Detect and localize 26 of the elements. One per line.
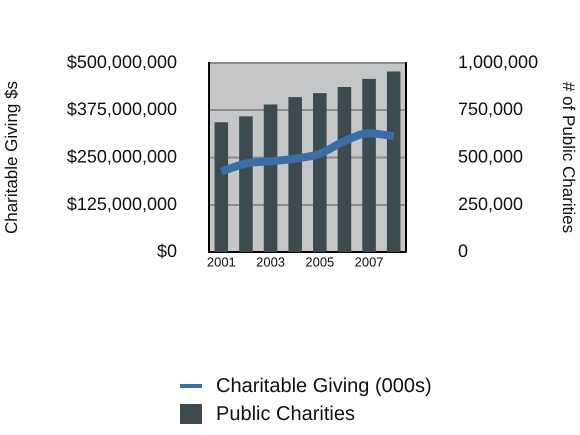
x-tick-label: 2007 [354,254,384,270]
bar [338,87,352,252]
x-tick-label: 2005 [305,254,334,270]
y-tick-label: $250,000,000 [66,146,177,166]
y2-tick-label: 250,000 [458,194,524,214]
y2-tick-label: 0 [458,241,468,262]
legend-label: Charitable Giving (000s) [216,374,432,398]
bar [288,97,302,252]
bar [313,93,327,252]
y-tick-label: $375,000,000 [66,99,177,120]
bar [386,72,400,252]
bar [214,122,228,252]
y2-tick-label: 750,000 [458,99,524,120]
y2-axis-title: # of Public Charities [559,82,578,234]
x-tick-label: 2001 [206,254,236,270]
y2-tick-label: 1,000,000 [458,52,538,72]
legend-label: Public Charities [216,402,355,426]
y2-tick-label: 500,000 [458,146,524,166]
y-tick-label: $125,000,000 [66,194,177,214]
x-tick-label: 2003 [256,254,286,270]
bar [239,116,253,252]
y-axis-title: Charitable Giving $s [2,80,21,234]
y-tick-label: $0 [156,241,177,262]
bar [362,78,376,252]
bar [264,104,278,252]
y-tick-label: $500,000,000 [66,52,177,72]
